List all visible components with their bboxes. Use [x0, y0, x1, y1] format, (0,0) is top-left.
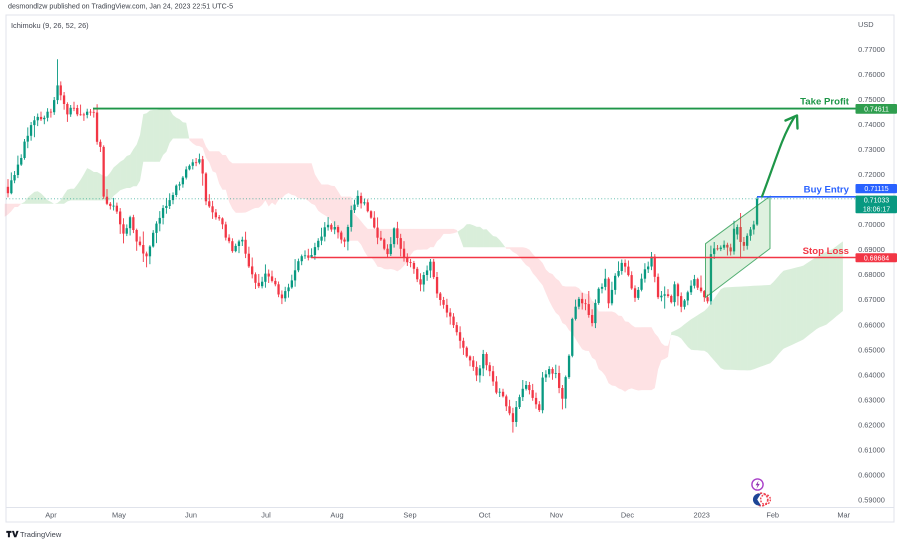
svg-text:Feb: Feb	[766, 511, 779, 520]
svg-text:0.77000: 0.77000	[858, 45, 885, 54]
svg-text:0.64000: 0.64000	[858, 370, 885, 379]
svg-text:0.75000: 0.75000	[858, 95, 885, 104]
svg-text:18:06:17: 18:06:17	[863, 206, 890, 213]
svg-text:Nov: Nov	[550, 511, 563, 520]
svg-text:0.60000: 0.60000	[858, 471, 885, 480]
svg-text:Stop Loss: Stop Loss	[803, 246, 849, 257]
svg-text:Mar: Mar	[837, 511, 850, 520]
svg-text:0.74000: 0.74000	[858, 120, 885, 129]
svg-text:0.76000: 0.76000	[858, 70, 885, 79]
svg-text:Sep: Sep	[403, 511, 416, 520]
svg-text:Ichimoku (9, 26, 52, 26): Ichimoku (9, 26, 52, 26)	[11, 21, 89, 30]
svg-text:0.67000: 0.67000	[858, 295, 885, 304]
svg-text:0.68000: 0.68000	[858, 270, 885, 279]
svg-text:0.73000: 0.73000	[858, 145, 885, 154]
svg-text:0.59000: 0.59000	[858, 496, 885, 505]
svg-text:desmondlzw published on Tradin: desmondlzw published on TradingView.com,…	[8, 3, 233, 11]
svg-text:USD: USD	[858, 20, 874, 29]
svg-text:Take Profit: Take Profit	[800, 97, 850, 108]
svg-text:0.66000: 0.66000	[858, 320, 885, 329]
svg-text:0.68684: 0.68684	[864, 255, 889, 262]
svg-text:Jun: Jun	[185, 511, 197, 520]
svg-text:0.63000: 0.63000	[858, 395, 885, 404]
svg-text:0.61000: 0.61000	[858, 446, 885, 455]
svg-text:Buy Entry: Buy Entry	[804, 184, 850, 195]
svg-text:Aug: Aug	[330, 511, 343, 520]
svg-text:0.69000: 0.69000	[858, 245, 885, 254]
svg-text:May: May	[112, 511, 126, 520]
svg-text:0.74611: 0.74611	[864, 106, 889, 113]
svg-text:2023: 2023	[693, 511, 709, 520]
svg-text:0.65000: 0.65000	[858, 345, 885, 354]
svg-text:0.71033: 0.71033	[864, 198, 889, 205]
svg-text:Apr: Apr	[45, 511, 57, 520]
svg-text:0.72000: 0.72000	[858, 170, 885, 179]
svg-text:Jul: Jul	[261, 511, 271, 520]
svg-text:0.71115: 0.71115	[864, 186, 888, 193]
svg-text:Dec: Dec	[621, 511, 634, 520]
svg-text:TradingView: TradingView	[20, 530, 62, 539]
svg-text:0.70000: 0.70000	[858, 220, 885, 229]
svg-text:0.62000: 0.62000	[858, 421, 885, 430]
svg-text:Oct: Oct	[479, 511, 491, 520]
